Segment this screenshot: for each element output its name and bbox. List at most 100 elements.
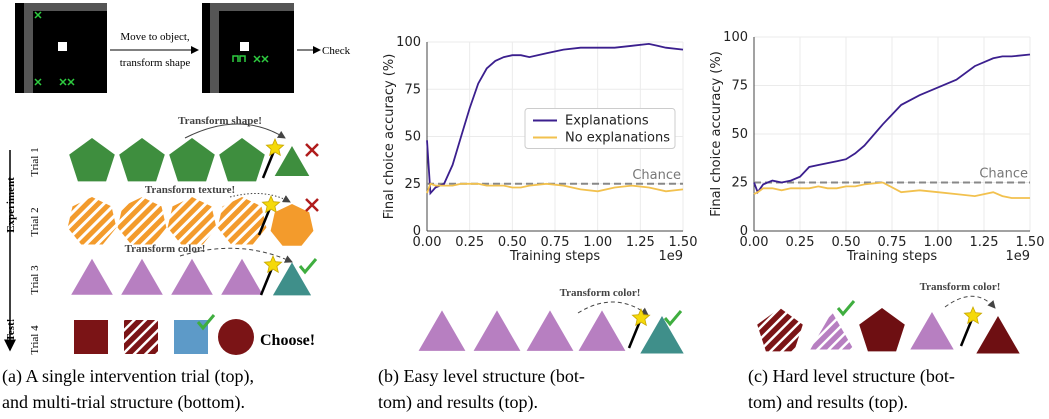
shape bbox=[810, 312, 854, 350]
caption: (a) A single intervention trial (top), bbox=[2, 366, 254, 387]
shape bbox=[219, 138, 265, 182]
shape bbox=[418, 310, 466, 351]
shape bbox=[526, 310, 574, 351]
object bbox=[67, 78, 75, 86]
x-tick-label: 1.50 bbox=[669, 235, 698, 250]
y-axis-label: Final choice accuracy (%) bbox=[709, 51, 724, 217]
cross bbox=[305, 198, 319, 212]
shape bbox=[217, 197, 267, 245]
shape bbox=[640, 316, 684, 354]
object bbox=[261, 55, 269, 63]
series-line bbox=[753, 181, 1030, 199]
check bbox=[298, 258, 318, 275]
x-tick-label: 1.25 bbox=[970, 235, 999, 250]
y-tick-label: 0 bbox=[413, 224, 421, 239]
chance-label: Chance bbox=[632, 168, 681, 183]
annotation: Transform color! bbox=[125, 243, 206, 255]
trial-label: Trial 2 bbox=[29, 207, 41, 236]
star bbox=[261, 194, 281, 214]
legend-label: Explanations bbox=[565, 114, 649, 129]
object bbox=[253, 55, 261, 63]
chart: 0 25 50 75 100 0.00 0.25 0.50 0.75 1.00 1.25 1.50 Tr… bbox=[382, 35, 697, 264]
cross bbox=[305, 143, 319, 157]
shape bbox=[976, 316, 1020, 354]
y-tick-label: 75 bbox=[731, 79, 748, 94]
check bbox=[836, 300, 856, 317]
shape bbox=[578, 310, 626, 351]
x-tick-label: 0.75 bbox=[878, 235, 907, 250]
shape bbox=[274, 146, 310, 176]
object bbox=[59, 78, 67, 86]
caption: and multi-trial structure (bottom). bbox=[2, 392, 245, 413]
x-tick-label: 1.00 bbox=[583, 235, 612, 250]
y-axis-label: Final choice accuracy (%) bbox=[382, 54, 397, 220]
y-tick-label: 100 bbox=[723, 30, 748, 45]
series-line bbox=[426, 42, 684, 196]
shape bbox=[270, 204, 314, 246]
shape bbox=[124, 320, 158, 354]
choose-label: Choose! bbox=[260, 332, 315, 349]
annotation-arrow bbox=[184, 123, 286, 139]
star bbox=[631, 307, 651, 327]
shape bbox=[69, 138, 115, 182]
x-axis-label: Training steps bbox=[846, 249, 938, 264]
object bbox=[232, 55, 246, 62]
y-tick-label: 100 bbox=[396, 35, 421, 50]
caption: tom) and results (top). bbox=[378, 392, 538, 413]
annotation-arrow bbox=[944, 295, 996, 309]
object bbox=[34, 78, 42, 86]
wand bbox=[627, 320, 642, 349]
caption: (c) Hard level structure (bot- bbox=[748, 366, 955, 387]
side-label: Test! bbox=[5, 319, 17, 342]
charts: 0 25 50 75 100 0.00 0.25 0.50 0.75 1.00 1.25 1.50 Tr… bbox=[382, 30, 1044, 264]
y-tick-label: 25 bbox=[731, 176, 748, 191]
shape bbox=[221, 258, 263, 295]
shape bbox=[910, 312, 954, 350]
check bbox=[196, 314, 216, 331]
shape bbox=[859, 308, 905, 352]
shape bbox=[167, 197, 217, 245]
x-tick-label: 0.25 bbox=[786, 235, 815, 250]
y-tick-label: 50 bbox=[731, 127, 748, 142]
chart: 0 25 50 75 100 0.00 0.25 0.50 0.75 1.00 1.25 1.50 Tr… bbox=[709, 30, 1044, 264]
x-tick-label: 0.00 bbox=[413, 235, 442, 250]
shape bbox=[169, 138, 215, 182]
x-tick-label: 0.75 bbox=[541, 235, 570, 250]
shape bbox=[67, 197, 117, 245]
shape bbox=[171, 258, 213, 295]
annotation-arrow bbox=[577, 301, 649, 316]
wand bbox=[959, 318, 974, 347]
shape bbox=[272, 262, 312, 296]
env-before bbox=[15, 3, 107, 93]
wand bbox=[261, 150, 276, 179]
shape bbox=[174, 320, 208, 354]
annotation: Transform shape! bbox=[178, 115, 262, 127]
x-offset-label: 1e9 bbox=[1005, 249, 1030, 264]
x-tick-label: 0.00 bbox=[740, 235, 769, 250]
object bbox=[34, 11, 42, 19]
x-axis-label: Training steps bbox=[509, 249, 601, 264]
trial-label: Trial 3 bbox=[29, 265, 41, 295]
shape bbox=[473, 310, 521, 351]
x-tick-label: 0.50 bbox=[498, 235, 527, 250]
shape bbox=[218, 319, 254, 355]
annotation: Transform texture! bbox=[145, 184, 235, 196]
caption: (b) Easy level structure (bot- bbox=[378, 366, 585, 387]
x-tick-label: 1.50 bbox=[1016, 235, 1045, 250]
shape bbox=[117, 197, 167, 245]
legend-label: No explanations bbox=[565, 131, 670, 146]
star bbox=[263, 254, 283, 274]
side-label: Experiment bbox=[5, 177, 17, 233]
series-line bbox=[426, 182, 684, 194]
caption: tom) and results (top). bbox=[748, 392, 908, 413]
check bbox=[663, 310, 683, 327]
y-tick-label: 50 bbox=[404, 130, 421, 145]
shape bbox=[757, 308, 803, 352]
annotation-arrow bbox=[179, 247, 293, 263]
shape bbox=[74, 320, 108, 354]
x-tick-label: 0.50 bbox=[832, 235, 861, 250]
star bbox=[265, 137, 285, 157]
annotation: Transform color! bbox=[560, 287, 641, 299]
step-label: Move to object, bbox=[120, 31, 190, 43]
